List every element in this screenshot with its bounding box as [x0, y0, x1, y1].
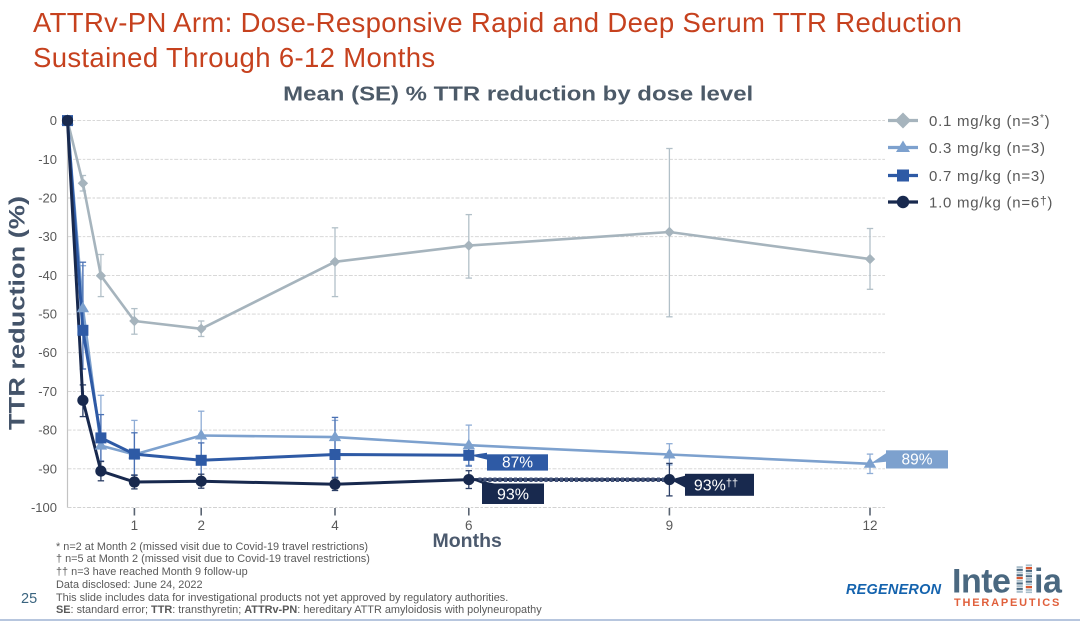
- svg-text:4: 4: [331, 518, 339, 533]
- svg-text:0: 0: [50, 113, 57, 128]
- svg-text:6: 6: [465, 518, 473, 533]
- svg-text:0.3 mg/kg (n=3): 0.3 mg/kg (n=3): [929, 140, 1046, 157]
- svg-text:1.0 mg/kg (n=6†): 1.0 mg/kg (n=6†): [929, 193, 1053, 211]
- svg-text:ia: ia: [1034, 563, 1063, 601]
- svg-text:0.7 mg/kg (n=3): 0.7 mg/kg (n=3): [929, 168, 1046, 185]
- svg-text:1: 1: [131, 518, 139, 533]
- svg-text:-50: -50: [38, 307, 57, 322]
- svg-text:-70: -70: [38, 384, 57, 399]
- svg-text:2: 2: [197, 518, 205, 533]
- svg-text:-100: -100: [31, 500, 57, 515]
- svg-text:Mean (SE) % TTR reduction by d: Mean (SE) % TTR reduction by dose level: [283, 83, 753, 106]
- svg-text:-80: -80: [38, 423, 57, 438]
- svg-text:0.1 mg/kg (n=3*): 0.1 mg/kg (n=3*): [929, 113, 1050, 130]
- svg-text:THERAPEUTICS: THERAPEUTICS: [954, 597, 1061, 609]
- svg-text:93%: 93%: [497, 487, 529, 504]
- svg-text:-30: -30: [38, 229, 57, 244]
- svg-text:9: 9: [666, 518, 674, 533]
- svg-text:Inte: Inte: [952, 563, 1010, 601]
- svg-text:12: 12: [862, 518, 877, 533]
- svg-text:Months: Months: [433, 530, 502, 552]
- svg-text:87%: 87%: [502, 455, 533, 472]
- svg-text:-20: -20: [38, 191, 57, 206]
- svg-text:-40: -40: [38, 268, 57, 283]
- svg-text:-60: -60: [38, 345, 57, 360]
- svg-text:89%: 89%: [901, 452, 932, 469]
- svg-text:TTR reduction (%): TTR reduction (%): [5, 196, 30, 430]
- svg-text:-90: -90: [38, 461, 57, 476]
- svg-text:-10: -10: [38, 152, 57, 167]
